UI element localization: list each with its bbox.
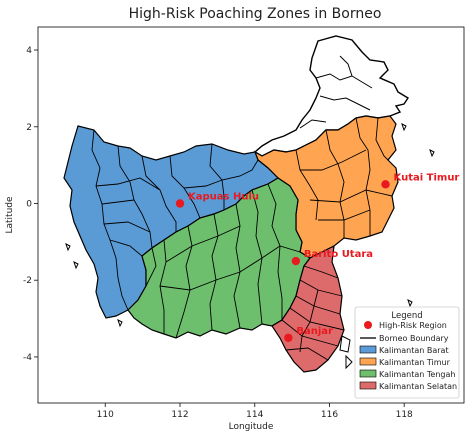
high-risk-point-label: Banjar xyxy=(296,326,333,337)
legend-swatch-timur xyxy=(359,357,377,366)
region-kalimantan-timur-districts xyxy=(295,117,393,238)
x-tick-label: 118 xyxy=(396,410,413,420)
borneo-boundary-north-inner1 xyxy=(299,55,373,129)
legend: Legend High-Risk Region Borneo Boundary … xyxy=(354,306,460,399)
high-risk-point-marker xyxy=(381,180,390,189)
legend-swatch-selatan xyxy=(359,381,377,390)
high-risk-point-label: Kutai Timur xyxy=(394,172,460,183)
y-tick-label: 4 xyxy=(26,46,32,56)
legend-swatch-barat xyxy=(359,345,377,354)
islands xyxy=(65,123,435,370)
high-risk-point-marker xyxy=(175,199,185,208)
x-tick-label: 112 xyxy=(171,410,188,420)
x-tick-label: 114 xyxy=(246,410,263,420)
x-axis-label: Longitude xyxy=(229,422,274,432)
legend-title: Legend xyxy=(391,311,422,321)
x-axis: 110 112 114 116 118 xyxy=(97,403,413,420)
region-layer xyxy=(63,35,435,373)
y-tick-label: -2 xyxy=(23,276,32,286)
legend-entry-selatan: Kalimantan Selatan xyxy=(379,382,457,391)
y-axis-label: Latitude xyxy=(5,196,15,234)
plot-area xyxy=(37,26,465,404)
y-tick-label: 2 xyxy=(26,123,32,133)
legend-entry-barat: Kalimantan Barat xyxy=(379,346,449,355)
axes-frame xyxy=(37,26,465,404)
y-tick-label: 0 xyxy=(26,199,32,209)
legend-entry-tengah: Kalimantan Tengah xyxy=(379,370,455,379)
legend-entry-high-risk: High-Risk Region xyxy=(379,321,447,330)
region-kalimantan-barat-districts xyxy=(91,129,259,311)
legend-swatch-tengah xyxy=(359,369,377,378)
region-kalimantan-selatan-districts xyxy=(281,265,345,361)
y-tick-label: -4 xyxy=(23,353,32,363)
legend-entry-boundary: Borneo Boundary xyxy=(379,334,449,343)
high-risk-point-marker xyxy=(284,333,293,342)
region-kalimantan-tengah-districts xyxy=(145,183,301,339)
chart-title: High-Risk Poaching Zones in Borneo xyxy=(129,6,382,22)
legend-frame xyxy=(354,306,460,399)
legend-marker-high-risk xyxy=(364,321,372,329)
y-axis: 4 2 0 -2 -4 xyxy=(23,46,38,363)
high-risk-point-marker xyxy=(291,256,301,266)
high-risk-points: Kapuas Hulu Kutai Timur Barito Utara Banjar xyxy=(175,172,460,342)
legend-entry-timur: Kalimantan Timur xyxy=(379,358,451,367)
x-tick-label: 110 xyxy=(97,410,114,420)
high-risk-point-label: Kapuas Hulu xyxy=(188,191,259,202)
high-risk-point-label: Barito Utara xyxy=(304,249,373,260)
x-tick-label: 116 xyxy=(321,410,338,420)
